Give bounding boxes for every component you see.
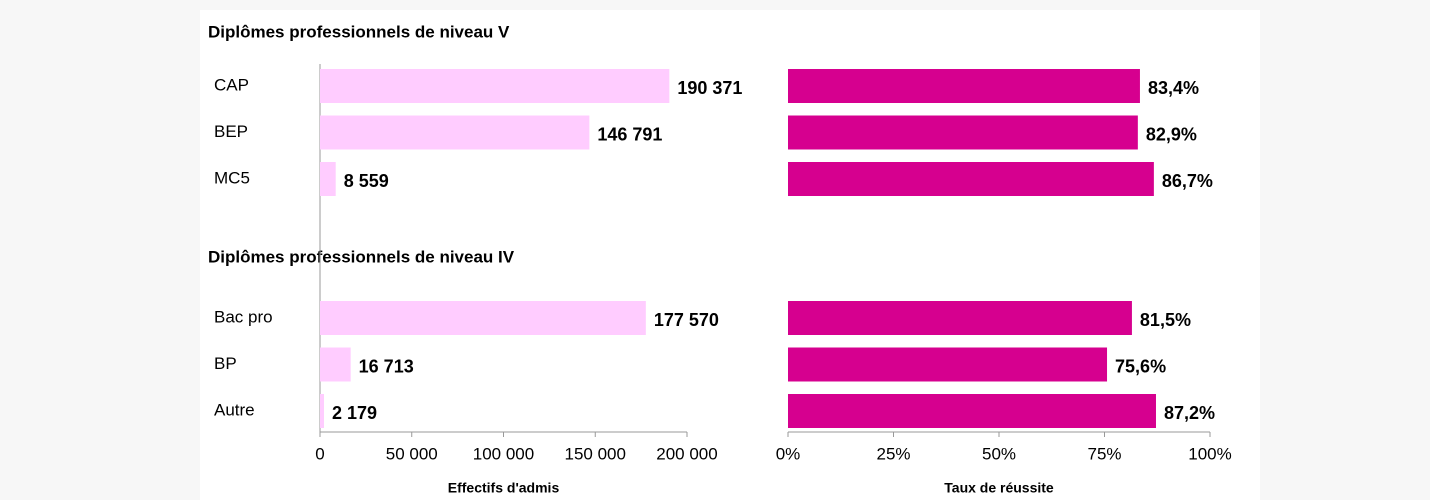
bar: [320, 69, 670, 103]
x-tick-label: 0: [315, 444, 324, 463]
bar: [320, 347, 351, 382]
group-title: Diplômes professionnels de niveau IV: [208, 247, 515, 266]
category-label: Bac pro: [214, 307, 273, 326]
x-axis-title: Effectifs d'admis: [448, 480, 560, 496]
x-tick-label: 50%: [982, 444, 1016, 463]
x-tick-label: 50 000: [386, 444, 438, 463]
value-label: 75,6%: [1115, 356, 1166, 376]
category-label: CAP: [214, 75, 249, 94]
bar: [320, 162, 336, 196]
x-axis-title: Taux de réussite: [944, 480, 1054, 496]
x-tick-label: 200 000: [656, 444, 717, 463]
category-label: MC5: [214, 168, 250, 187]
value-label: 2 179: [332, 403, 377, 423]
x-tick-label: 150 000: [565, 444, 626, 463]
category-label: BP: [214, 354, 237, 373]
value-label: 81,5%: [1140, 310, 1191, 330]
bar: [320, 115, 590, 150]
value-label: 86,7%: [1162, 171, 1213, 191]
x-tick-label: 0%: [776, 444, 801, 463]
group-title: Diplômes professionnels de niveau V: [208, 22, 510, 41]
value-label: 16 713: [359, 356, 414, 376]
value-label: 8 559: [344, 171, 389, 191]
value-label: 177 570: [654, 310, 719, 330]
bar: [788, 394, 1156, 428]
bar: [320, 301, 646, 335]
category-label: Autre: [214, 400, 255, 419]
bar: [320, 394, 324, 428]
category-label: BEP: [214, 122, 248, 141]
bar: [788, 347, 1108, 382]
axis-title-box: [408, 476, 599, 500]
bar: [788, 301, 1132, 335]
bar: [788, 69, 1140, 103]
value-label: 82,9%: [1146, 124, 1197, 144]
bar: [788, 162, 1154, 196]
x-tick-label: 25%: [876, 444, 910, 463]
x-tick-label: 75%: [1087, 444, 1121, 463]
bar: [788, 115, 1138, 150]
value-label: 146 791: [597, 124, 662, 144]
value-label: 87,2%: [1164, 403, 1215, 423]
value-label: 190 371: [677, 78, 742, 98]
value-label: 83,4%: [1148, 78, 1199, 98]
x-tick-label: 100 000: [473, 444, 534, 463]
axis-title-box: [904, 476, 1094, 500]
x-tick-label: 100%: [1188, 444, 1231, 463]
